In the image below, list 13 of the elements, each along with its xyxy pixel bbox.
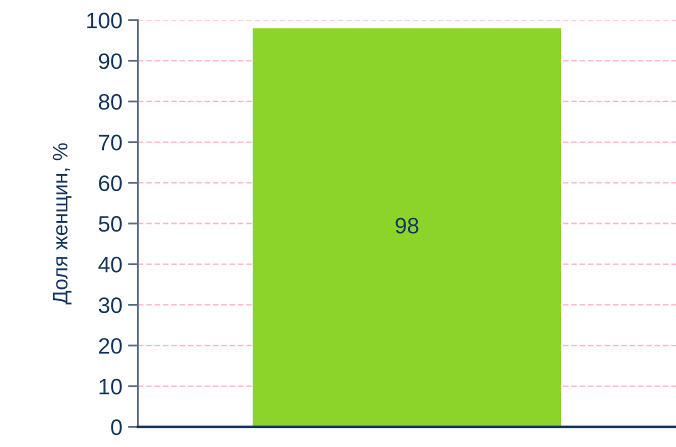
y-axis-title: Доля женщин, % — [52, 143, 72, 304]
data-label: 98 — [396, 218, 418, 234]
y-tick-label: 70 — [99, 134, 122, 150]
y-tick-label: 50 — [98, 216, 122, 232]
y-tick-label: 10 — [100, 378, 122, 394]
y-tick-label: 40 — [98, 256, 122, 272]
y-tick-label: 100 — [87, 12, 122, 28]
y-tick-label: 80 — [98, 94, 122, 110]
y-tick-label: 90 — [98, 53, 122, 70]
y-tick-label: 60 — [99, 175, 122, 192]
y-tick-label: 0 — [111, 419, 122, 436]
y-tick-label: 20 — [99, 338, 122, 354]
y-tick-label: 30 — [98, 297, 122, 314]
